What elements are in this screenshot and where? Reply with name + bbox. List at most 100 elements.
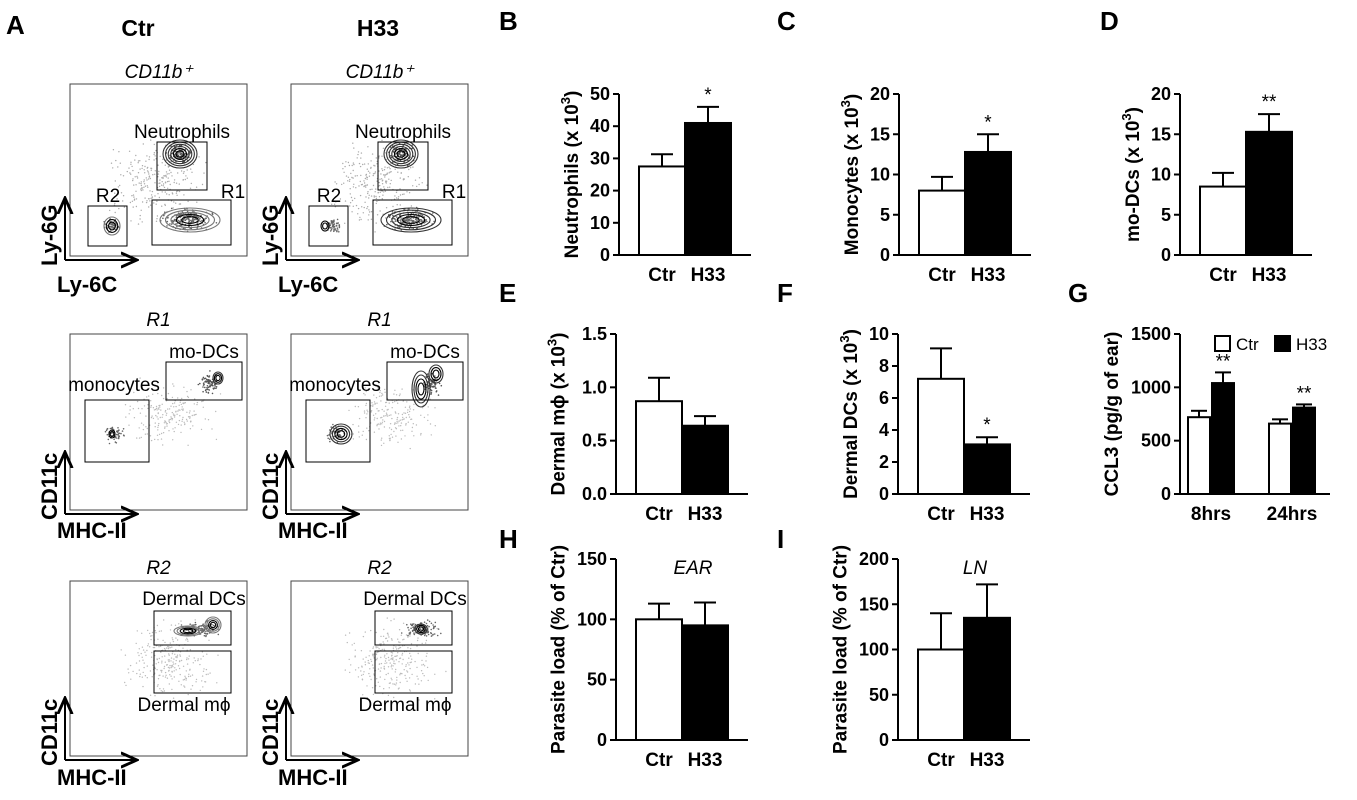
event-dot xyxy=(122,428,125,430)
event-dot xyxy=(167,187,169,189)
event-dot xyxy=(397,402,399,404)
event-dot xyxy=(358,219,361,221)
event-dot xyxy=(171,688,173,691)
event-dot xyxy=(202,386,204,388)
event-dot xyxy=(390,179,392,182)
event-dot xyxy=(406,671,409,673)
event-dot xyxy=(168,430,170,432)
event-dot xyxy=(190,389,192,391)
event-dot xyxy=(361,434,363,436)
event-dot xyxy=(374,172,376,175)
event-dot xyxy=(380,662,383,665)
event-dot xyxy=(368,430,370,432)
event-dot xyxy=(435,390,438,392)
event-dot xyxy=(387,694,390,697)
event-dot xyxy=(162,432,165,434)
event-dot xyxy=(174,667,176,669)
event-dot xyxy=(166,398,168,400)
contour-line xyxy=(179,627,197,635)
event-dot xyxy=(112,149,115,151)
x-axis-label: MHC-II xyxy=(57,765,127,790)
event-dot xyxy=(375,222,377,224)
flow-plots: CD11b⁺Ly-6GLy-6CNeutrophilsR1R2CD11b⁺Ly-… xyxy=(37,62,469,790)
event-dot xyxy=(147,645,149,647)
event-dot xyxy=(162,177,164,180)
event-dot xyxy=(179,153,182,156)
event-dot xyxy=(166,180,169,183)
event-dot xyxy=(187,693,189,696)
event-dot xyxy=(172,666,174,668)
event-dot xyxy=(357,153,359,156)
contour-line xyxy=(414,623,428,635)
event-dot xyxy=(215,222,218,224)
event-dot xyxy=(379,178,381,180)
event-dot xyxy=(169,183,171,186)
event-dot xyxy=(383,426,386,428)
gate-label-dermal-dcs: Dermal DCs xyxy=(142,589,245,610)
event-dot xyxy=(426,619,429,621)
event-dot xyxy=(406,623,408,626)
bar-h33 xyxy=(681,424,729,496)
gate-monocytes xyxy=(84,399,150,463)
event-dot xyxy=(349,671,351,674)
event-dot xyxy=(385,637,387,640)
event-dot xyxy=(402,622,405,624)
contour-line xyxy=(396,150,406,158)
event-dot xyxy=(376,402,378,404)
event-dot xyxy=(380,635,382,638)
event-dot xyxy=(401,652,404,655)
event-dot xyxy=(185,175,187,177)
event-dot xyxy=(427,626,429,629)
event-dot xyxy=(362,212,364,214)
event-dot xyxy=(172,413,175,415)
event-dot xyxy=(421,642,423,645)
event-dot xyxy=(146,170,149,172)
event-dot xyxy=(420,680,423,682)
event-dot xyxy=(141,221,143,223)
event-dot xyxy=(397,171,399,173)
event-dot xyxy=(120,174,122,176)
event-dot xyxy=(347,180,349,182)
event-dot xyxy=(330,426,333,428)
event-dot xyxy=(154,173,156,175)
event-dot xyxy=(410,212,413,215)
event-dot xyxy=(173,181,175,184)
event-dot xyxy=(345,175,348,177)
event-dot xyxy=(157,412,159,415)
event-dot xyxy=(342,162,344,165)
event-dot xyxy=(209,383,211,385)
event-dot xyxy=(381,169,384,172)
gate-title: R2 xyxy=(367,558,392,579)
event-dot xyxy=(372,647,374,649)
event-dot xyxy=(400,634,402,636)
event-dot xyxy=(398,629,401,631)
event-dot xyxy=(168,165,170,167)
bar-ctr xyxy=(635,400,683,496)
event-dot xyxy=(419,218,422,221)
event-dot xyxy=(360,157,362,159)
event-dot xyxy=(182,409,184,412)
event-dot xyxy=(416,639,419,642)
event-dot xyxy=(153,646,156,649)
event-dot xyxy=(381,416,383,419)
event-dot xyxy=(209,370,211,372)
event-dot xyxy=(367,662,369,664)
event-dot xyxy=(168,659,170,661)
event-dot xyxy=(116,430,118,433)
event-dot xyxy=(217,654,219,656)
event-dot xyxy=(155,158,157,160)
event-dot xyxy=(187,416,190,418)
gate-label-dermal-dcs: Dermal DCs xyxy=(363,589,466,610)
event-dot xyxy=(385,415,387,417)
event-dot xyxy=(166,220,169,223)
event-dot xyxy=(407,634,409,637)
event-dot xyxy=(136,630,138,632)
event-dot xyxy=(399,219,402,221)
event-dot xyxy=(202,686,204,688)
event-dot xyxy=(166,425,168,427)
event-dot xyxy=(135,184,137,186)
event-dot xyxy=(434,385,436,388)
event-dot xyxy=(203,668,205,670)
event-dot xyxy=(161,656,163,658)
